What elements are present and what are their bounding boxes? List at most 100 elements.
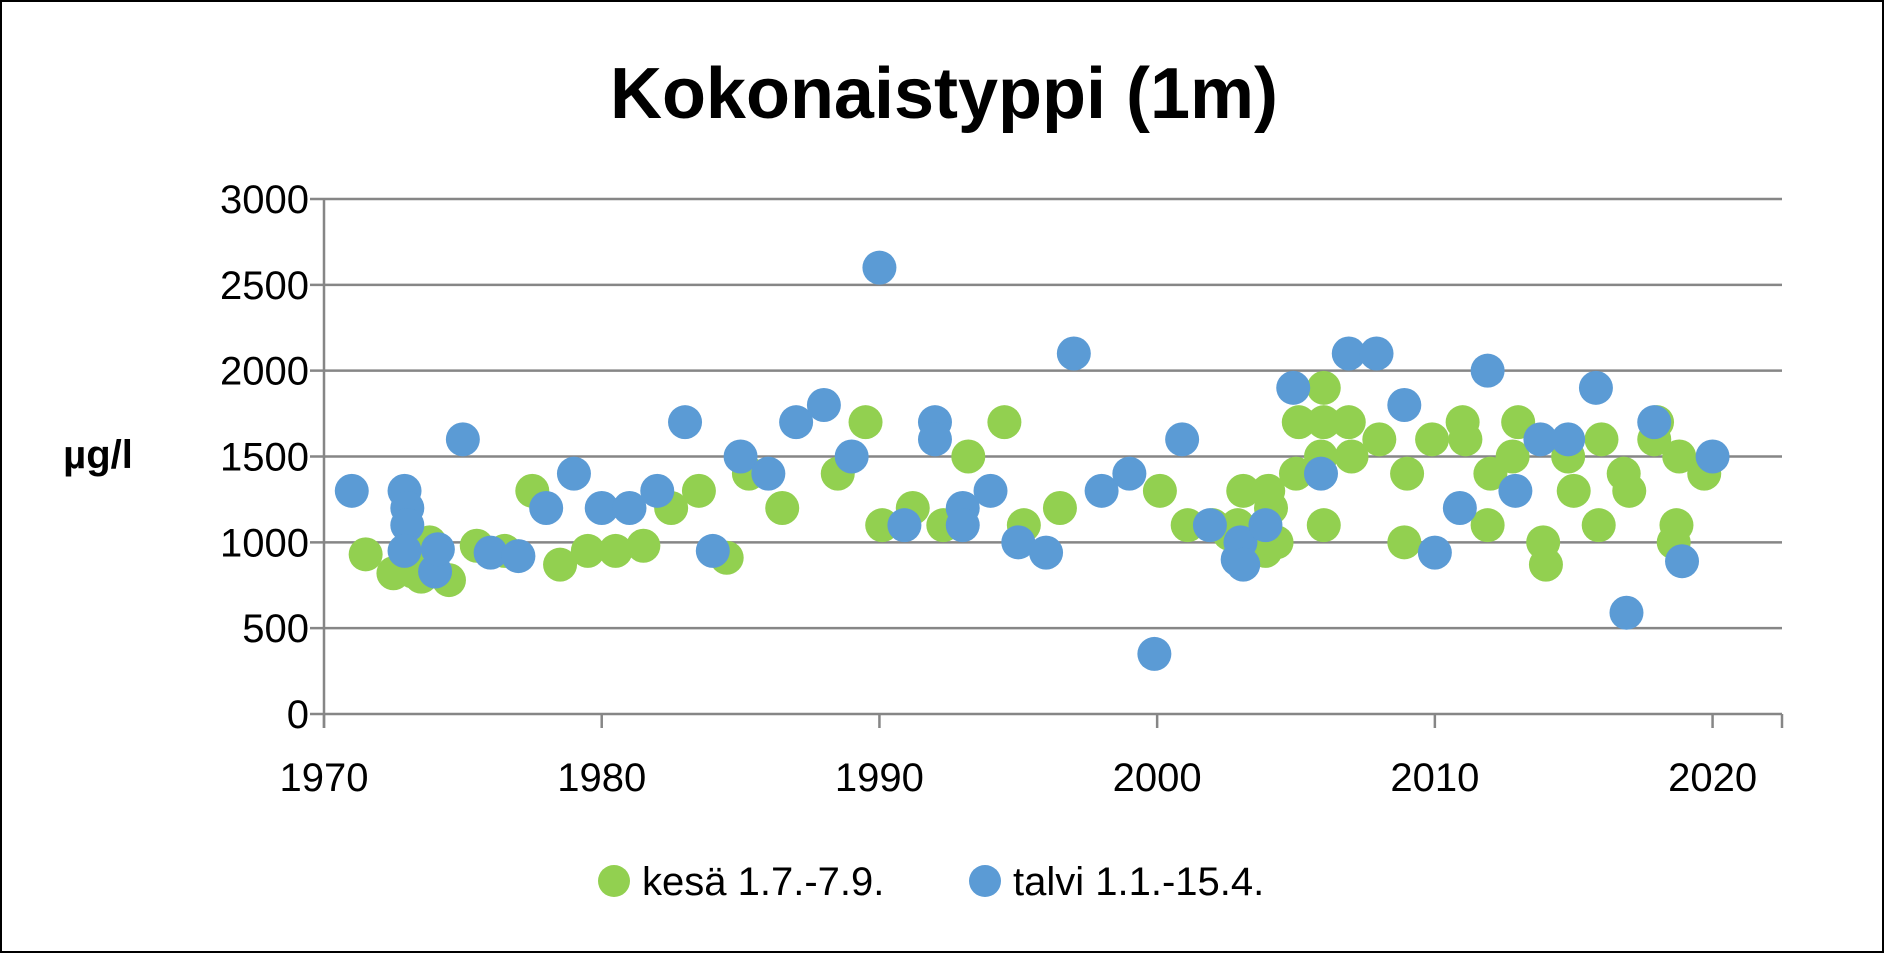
data-point [1331,336,1366,371]
data-point [1112,456,1147,491]
data-point [1528,547,1563,582]
data-point [1665,544,1700,579]
data-point [570,533,605,568]
data-point [1056,336,1091,371]
scatter-points [334,250,1730,671]
data-point [945,508,980,543]
data-point [987,405,1022,440]
y-tick-label: 3000 [220,178,309,222]
y-tick-label: 500 [242,607,309,651]
data-point [1165,422,1200,457]
data-point [1001,525,1036,560]
data-point [1248,508,1283,543]
y-tick-labels: 0 500 1000 1500 2000 2500 3000 [220,178,309,737]
y-tick-label: 1500 [220,436,309,480]
legend: kesä 1.7.-7.9. talvi 1.1.-15.4. [598,860,1264,904]
data-point [765,491,800,525]
data-point [1523,422,1558,457]
data-point [1303,456,1338,491]
data-point [1331,405,1366,440]
data-point [1637,405,1672,440]
axes [322,199,1784,728]
data-point [951,439,986,474]
data-point [1334,439,1369,474]
x-tick-label: 1970 [280,756,369,800]
legend-marker [598,865,630,897]
data-point [668,405,703,440]
chart-title: Kokonaistyppi (1m) [610,54,1278,134]
data-point [1387,525,1422,560]
y-tick-label: 1000 [220,521,309,565]
data-point [751,456,786,491]
data-point [1276,370,1311,405]
data-point [1084,473,1119,508]
data-point [1226,547,1261,582]
data-point [1359,336,1394,371]
data-point [973,473,1008,508]
data-point [348,537,383,572]
data-point [1387,388,1422,422]
data-point [1192,508,1227,543]
data-point [1612,473,1647,508]
data-point [806,388,841,422]
data-point [834,439,869,474]
data-point [1442,491,1477,525]
data-point [584,491,619,525]
data-point [695,533,730,568]
x-tick-labels: 1970 1980 1990 2000 2010 2020 [280,756,1758,800]
data-point [334,473,369,508]
y-tick-label: 0 [287,693,309,737]
data-point [1659,508,1694,543]
y-tick-label: 2500 [220,264,309,308]
data-point [420,532,455,567]
data-point [1581,508,1616,543]
data-point [1551,422,1586,457]
data-point [1281,405,1316,440]
data-point [1470,508,1505,543]
data-point [501,539,536,574]
data-point [556,456,591,491]
data-point [640,473,675,508]
data-point [779,405,814,440]
data-point [1609,595,1644,630]
data-point [612,491,647,525]
data-point [1578,370,1613,405]
legend-marker [969,865,1001,897]
data-point [1306,405,1341,440]
data-point [1695,439,1730,474]
data-point [1306,370,1341,405]
data-point [1498,473,1533,508]
data-point [529,491,564,525]
data-point [598,533,633,568]
data-point [723,439,758,474]
data-point [1470,353,1505,388]
data-point [1042,491,1077,525]
data-point [1029,535,1064,570]
y-axis-label: µg/l [63,433,133,477]
x-tick-label: 2010 [1390,756,1479,800]
data-point [473,535,508,570]
series-talvi [334,250,1730,671]
data-point [543,547,578,582]
data-point [1495,439,1530,474]
data-point [1415,422,1450,457]
data-point [390,508,425,543]
data-point [1306,508,1341,543]
data-point [917,422,952,457]
data-point [1226,473,1261,508]
data-point [1417,535,1452,570]
data-point [1662,439,1697,474]
y-tick-label: 2000 [220,350,309,394]
data-point [1279,456,1313,491]
data-point [887,508,922,543]
data-point [681,473,716,508]
data-point [1390,456,1425,491]
data-point [1556,473,1591,508]
x-tick-label: 1990 [835,756,924,800]
data-point [1448,422,1483,457]
data-point [1584,422,1619,457]
data-point [1137,636,1172,671]
x-tick-label: 1980 [557,756,646,800]
